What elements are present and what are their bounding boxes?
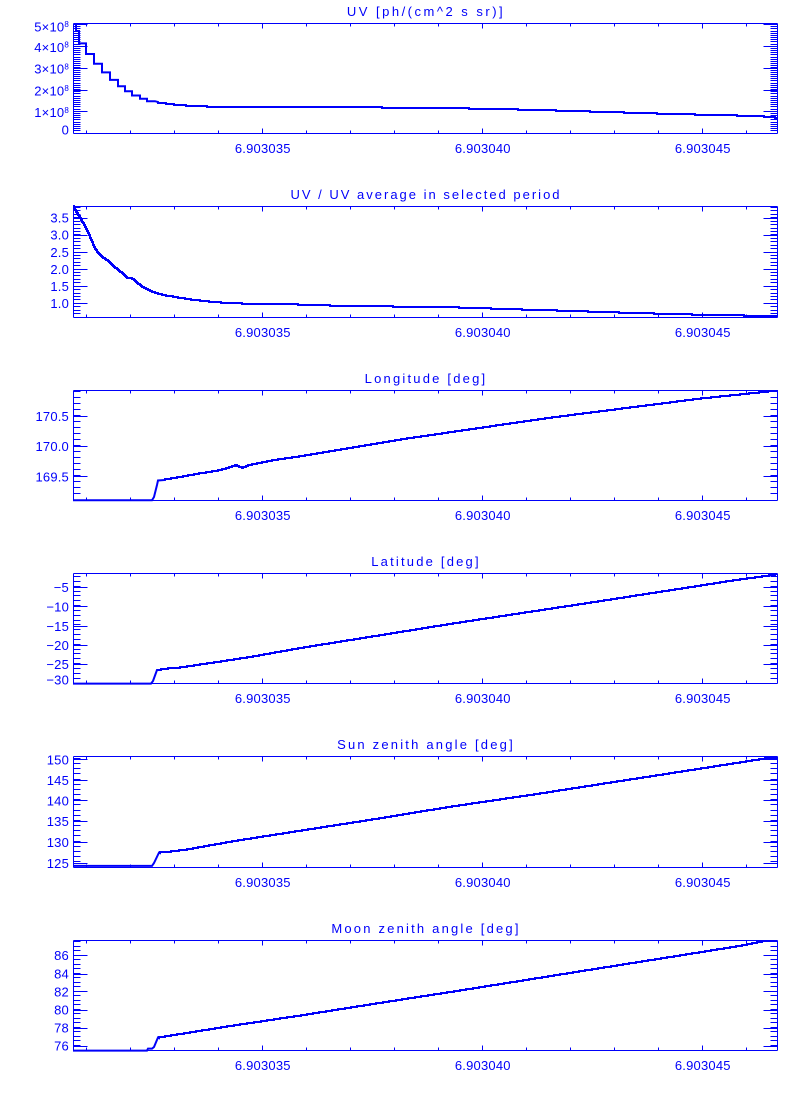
svg-text:−30: −30: [46, 673, 69, 688]
svg-text:0: 0: [62, 123, 69, 138]
svg-text:86: 86: [54, 948, 69, 963]
svg-text:6.903035: 6.903035: [235, 691, 291, 706]
svg-text:6.903045: 6.903045: [675, 508, 731, 523]
svg-text:6.903045: 6.903045: [675, 141, 731, 156]
svg-text:6.903040: 6.903040: [455, 875, 511, 890]
svg-text:−10: −10: [46, 599, 69, 614]
svg-text:6.903040: 6.903040: [455, 141, 511, 156]
svg-text:1×108: 1×108: [34, 105, 69, 120]
svg-text:3×108: 3×108: [34, 62, 69, 77]
svg-text:82: 82: [54, 984, 69, 999]
svg-text:Longitude [deg]: Longitude [deg]: [365, 371, 488, 386]
svg-text:125: 125: [47, 856, 69, 871]
svg-text:6.903045: 6.903045: [675, 691, 731, 706]
svg-text:169.5: 169.5: [35, 469, 69, 484]
svg-text:3.5: 3.5: [50, 211, 69, 226]
svg-text:2×108: 2×108: [34, 83, 69, 98]
svg-text:Sun zenith angle [deg]: Sun zenith angle [deg]: [337, 737, 515, 752]
svg-text:3.0: 3.0: [50, 228, 69, 243]
svg-text:6.903035: 6.903035: [235, 1058, 291, 1073]
svg-text:6.903045: 6.903045: [675, 325, 731, 340]
svg-text:2.5: 2.5: [50, 245, 69, 260]
svg-text:84: 84: [54, 967, 69, 982]
svg-text:−20: −20: [46, 638, 69, 653]
svg-text:76: 76: [54, 1039, 69, 1054]
svg-text:6.903045: 6.903045: [675, 1058, 731, 1073]
svg-text:145: 145: [47, 773, 69, 788]
svg-text:6.903035: 6.903035: [235, 325, 291, 340]
svg-text:UV / UV average in selected pe: UV / UV average in selected period: [290, 187, 561, 202]
svg-text:1.0: 1.0: [50, 296, 69, 311]
svg-text:6.903035: 6.903035: [235, 508, 291, 523]
svg-text:80: 80: [54, 1003, 69, 1018]
svg-text:Moon zenith angle [deg]: Moon zenith angle [deg]: [331, 921, 520, 936]
svg-text:170.5: 170.5: [35, 409, 69, 424]
svg-text:1.5: 1.5: [50, 279, 69, 294]
svg-text:2.0: 2.0: [50, 262, 69, 277]
svg-text:130: 130: [47, 835, 69, 850]
svg-text:4×108: 4×108: [34, 40, 69, 55]
svg-text:6.903035: 6.903035: [235, 141, 291, 156]
svg-text:150: 150: [47, 752, 69, 767]
svg-text:−5: −5: [54, 580, 69, 595]
svg-text:140: 140: [47, 794, 69, 809]
svg-text:78: 78: [54, 1021, 69, 1036]
svg-text:UV [ph/(cm^2 s sr)]: UV [ph/(cm^2 s sr)]: [347, 4, 505, 19]
svg-text:170.0: 170.0: [35, 439, 69, 454]
svg-text:6.903035: 6.903035: [235, 875, 291, 890]
svg-text:6.903040: 6.903040: [455, 325, 511, 340]
svg-text:Latitude [deg]: Latitude [deg]: [371, 554, 481, 569]
svg-text:5×108: 5×108: [34, 19, 69, 34]
svg-text:135: 135: [47, 814, 69, 829]
svg-text:6.903040: 6.903040: [455, 508, 511, 523]
svg-text:−15: −15: [46, 619, 69, 634]
svg-text:−25: −25: [46, 657, 69, 672]
svg-text:6.903040: 6.903040: [455, 691, 511, 706]
svg-text:6.903040: 6.903040: [455, 1058, 511, 1073]
svg-text:6.903045: 6.903045: [675, 875, 731, 890]
